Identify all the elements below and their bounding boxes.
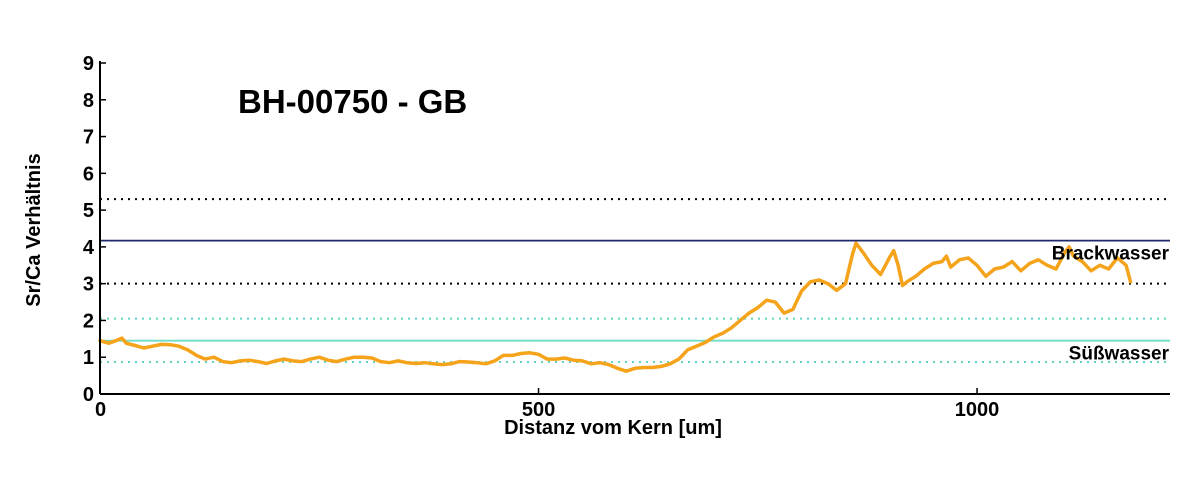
series-line-0	[100, 243, 1131, 371]
y-tick-label-9: 9	[83, 53, 94, 75]
y-tick-label-6: 6	[83, 163, 94, 185]
x-tick-label-0: 0	[95, 399, 106, 421]
reference-label-4: Süßwasser	[1069, 344, 1170, 365]
y-tick-label-8: 8	[83, 90, 94, 112]
series-layer	[100, 243, 1131, 371]
chart-title: BH-00750 - GB	[238, 83, 467, 120]
y-tick-label-5: 5	[83, 200, 94, 222]
y-tick-label-7: 7	[83, 127, 94, 149]
x-tick-label-1000: 1000	[955, 399, 1000, 421]
reference-label-1: Brackwasser	[1052, 244, 1170, 265]
y-tick-label-4: 4	[83, 237, 95, 259]
reference-lines	[100, 199, 1170, 362]
y-tick-label-3: 3	[83, 274, 94, 296]
reference-labels: Brackwasser Süßwasser	[1052, 244, 1170, 365]
y-tick-label-1: 1	[83, 347, 94, 369]
y-tick-label-2: 2	[83, 310, 94, 332]
y-tick-label-0: 0	[83, 384, 94, 406]
y-axis-label: Sr/Ca Verhältnis	[23, 153, 45, 306]
x-axis-label: Distanz vom Kern [um]	[504, 417, 722, 439]
y-axis-ticks: 0 1 2 3 4 5 6 7 8 9	[83, 53, 106, 406]
